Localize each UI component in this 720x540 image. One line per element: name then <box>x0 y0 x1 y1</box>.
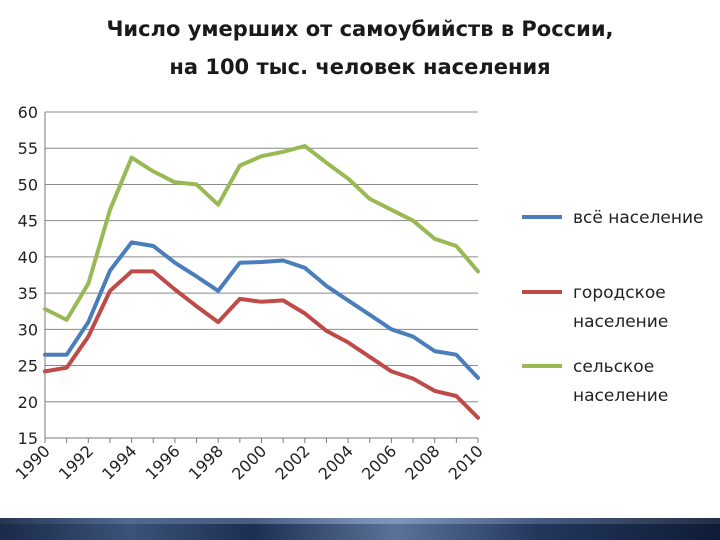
y-tick-label: 40 <box>18 248 38 267</box>
x-tick-label: 1998 <box>185 441 227 483</box>
x-tick-labels: 1990 1992 1994 1996 1998 2000 2002 2004 2006 2008… <box>12 441 487 483</box>
series-line-3 <box>43 144 480 322</box>
y-tick-label: 55 <box>18 139 38 158</box>
legend-label-3: население <box>573 386 668 406</box>
y-tick-label: 25 <box>18 357 38 376</box>
x-tick-label: 2010 <box>445 441 487 483</box>
y-tick-label: 35 <box>18 284 38 303</box>
y-tick-label: 20 <box>18 393 38 412</box>
y-tick-label: 30 <box>18 320 38 339</box>
y-tick-label: 45 <box>18 212 38 231</box>
x-tick-label: 2002 <box>271 441 313 483</box>
grid-lines <box>45 111 478 439</box>
series-line-2 <box>43 269 480 420</box>
x-tick-label: 1992 <box>55 441 97 483</box>
series-line-1 <box>43 240 480 380</box>
axes <box>44 112 479 443</box>
chart-title-line1: Число умерших от самоубийств в России, <box>106 17 614 41</box>
chart-title: Число умерших от самоубийств в России, н… <box>0 10 720 86</box>
legend-label-1: всё население <box>573 208 704 228</box>
y-tick-label: 50 <box>18 175 38 194</box>
y-tick-label: 15 <box>18 429 38 448</box>
chart-title-line2: на 100 тыс. человек населения <box>169 55 551 79</box>
legend: всё население городское население сельское н… <box>522 208 704 406</box>
x-tick-label: 1994 <box>98 441 140 483</box>
x-tick-label: 2000 <box>228 441 270 483</box>
y-tick-label: 60 <box>18 103 38 122</box>
slide-footer-band <box>0 518 720 540</box>
line-chart: 15 20 25 30 35 40 45 50 55 60 1990 1992 1994 1996 199… <box>12 103 704 484</box>
legend-label-2: городское <box>573 283 666 303</box>
x-tick-label: 2004 <box>315 441 357 483</box>
x-tick-label: 2008 <box>401 441 443 483</box>
series-lines <box>43 144 480 420</box>
legend-label-2: население <box>573 312 668 332</box>
x-tick-label: 1996 <box>142 441 184 483</box>
legend-label-3: сельское <box>573 357 654 377</box>
x-tick-label: 2006 <box>358 441 400 483</box>
y-tick-labels: 15 20 25 30 35 40 45 50 55 60 <box>18 103 38 448</box>
